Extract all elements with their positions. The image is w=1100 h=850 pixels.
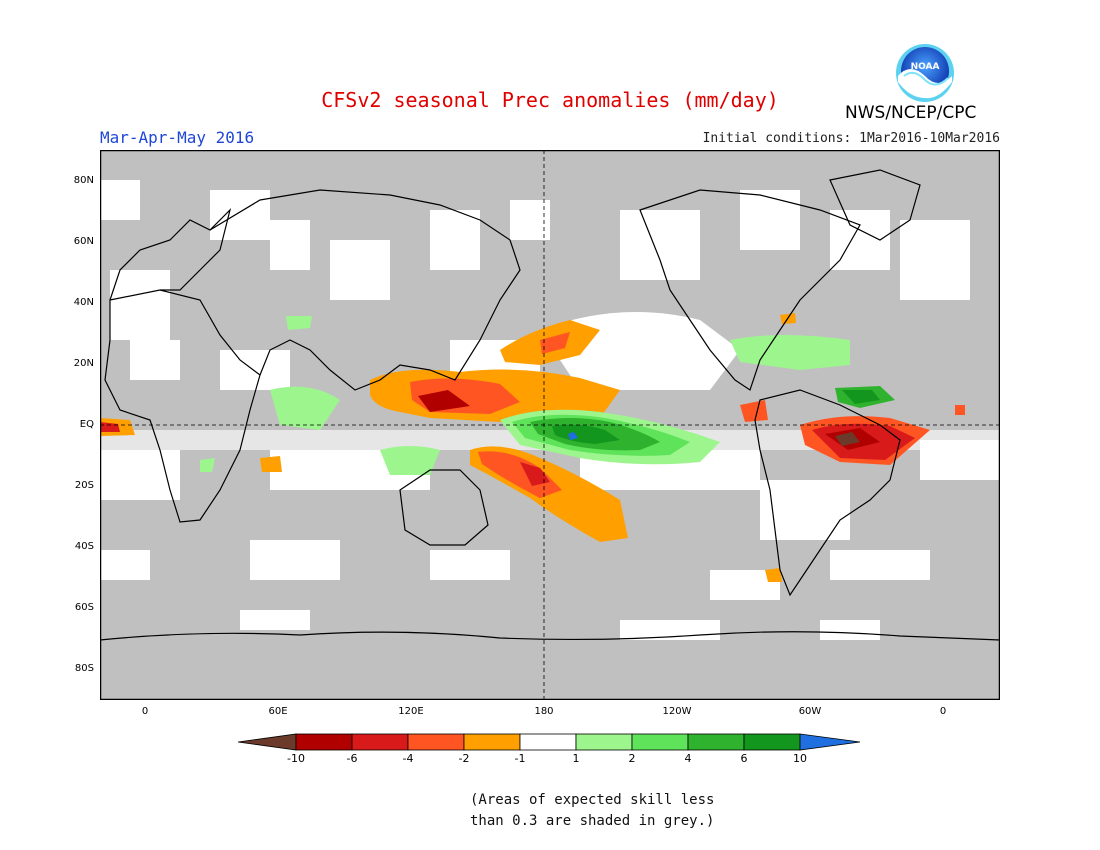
colorbar-label-2: 2 [628,752,636,765]
coastline-australia [399,469,489,546]
wet-anomalies [200,316,895,475]
wet-anomaly-peak [568,432,578,440]
lat-label-60n: 60N [73,236,94,247]
colorbar-swatch-6 [575,733,633,751]
precipitation-anomaly-map [100,150,1000,700]
lat-label-80s: 80S [74,663,94,674]
colorbar-swatch-2 [351,733,409,751]
map-title: CFSv2 seasonal Prec anomalies (mm/day) [321,88,779,112]
lat-label-40n: 40N [73,297,94,308]
lon-label-120w: 120W [662,706,692,717]
map-frame [100,150,1000,700]
lon-label-120e: 120E [398,706,424,717]
coastline-greenland [829,169,921,241]
colorbar-label-1: 1 [572,752,580,765]
colorbar-label-4: 4 [684,752,692,765]
dry-anomalies [100,313,965,582]
colorbar-label-6: 6 [740,752,748,765]
colorbar-label-minus1: -1 [514,752,526,765]
skill-note-line-2: than 0.3 are shaded in grey.) [470,813,715,829]
coastline-antarctica [100,631,1000,641]
colorbar-swatch-5 [519,733,577,751]
colorbar-swatch-7 [631,733,689,751]
lon-label-60w: 60W [798,706,822,717]
wet-anomaly-indian-ocean [270,386,340,430]
agency-label: NWS/NCEP/CPC [845,103,977,123]
colorbar-label-10: 10 [793,752,807,765]
colorbar-label-minus2: -2 [458,752,470,765]
skill-note: (Areas of expected skill less than 0.3 a… [470,790,714,832]
colorbar-label-minus4: -4 [402,752,414,765]
lon-label-180: 180 [534,706,554,717]
lat-label-60s: 60S [74,602,94,613]
colorbar-arrow-dry [238,733,297,751]
colorbar-label-minus10: -10 [287,752,305,765]
colorbar-arrow-wet [799,733,861,751]
initial-conditions-label: Initial conditions: 1Mar2016-10Mar2016 [702,131,1000,146]
colorbar-label-minus6: -6 [346,752,358,765]
colorbar-swatch-1 [295,733,353,751]
lat-label-eq: EQ [79,419,94,430]
lon-label-0: 0 [141,706,149,717]
lat-label-40s: 40S [74,541,94,552]
lat-label-20s: 20S [74,480,94,491]
colorbar-swatch-9 [743,733,801,751]
lon-label-60e: 60E [268,706,288,717]
colorbar-swatch-8 [687,733,745,751]
colorbar-swatch-3 [407,733,465,751]
noaa-logo: NOAA [896,44,954,102]
coastlines [100,169,1000,641]
lat-label-20n: 20N [73,358,94,369]
coastline-asia [209,189,521,391]
season-label: Mar-Apr-May 2016 [100,128,255,147]
skill-note-line-1: (Areas of expected skill less [470,792,715,808]
coastline-africa [104,289,261,523]
coastline-south-america [754,389,901,597]
colorbar-swatch-4 [463,733,521,751]
lon-label-0-east: 0 [939,706,947,717]
colorbar [238,733,861,751]
coastline-north-america [639,189,861,391]
noaa-logo-text: NOAA [911,62,940,72]
lat-label-80n: 80N [73,175,94,186]
